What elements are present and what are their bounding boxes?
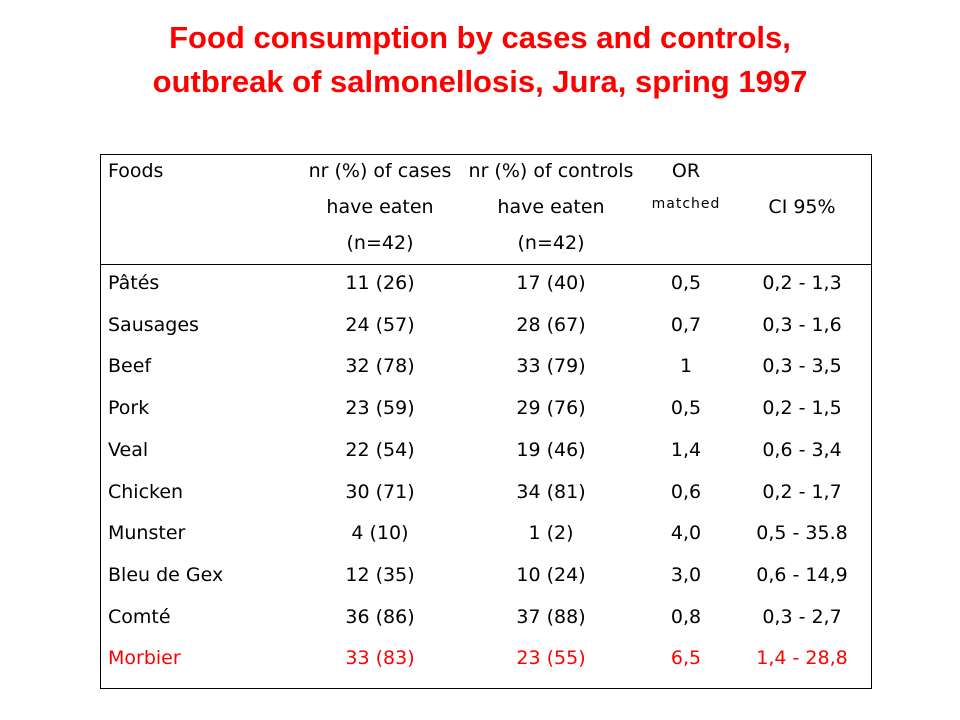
cell-controls: 33 (79) xyxy=(516,355,586,377)
header-cases-line3: (n=42) xyxy=(346,232,414,254)
cell-food: Chicken xyxy=(108,481,184,503)
header-or: OR xyxy=(671,160,701,182)
header-cases-line2: have eaten xyxy=(326,196,434,218)
header-cases-line1: nr (%) of cases xyxy=(308,160,452,182)
cell-food: Sausages xyxy=(108,314,199,336)
cell-ci: 0,6 - 3,4 xyxy=(762,439,842,461)
cell-odds-ratio: 0,5 xyxy=(670,272,702,294)
table-bottom-rule xyxy=(100,688,872,689)
cell-cases: 33 (83) xyxy=(345,647,415,669)
cell-odds-ratio: 6,5 xyxy=(670,647,702,669)
cell-ci: 0,2 - 1,7 xyxy=(762,481,842,503)
cell-cases: 24 (57) xyxy=(345,314,415,336)
cell-controls: 28 (67) xyxy=(516,314,586,336)
header-controls-line3: (n=42) xyxy=(517,232,585,254)
cell-food: Comté xyxy=(108,606,171,628)
cell-ci: 0,3 - 3,5 xyxy=(762,355,842,377)
header-controls-line2: have eaten xyxy=(497,196,605,218)
cell-controls: 19 (46) xyxy=(516,439,586,461)
cell-controls: 1 (2) xyxy=(528,522,574,544)
cell-ci: 0,2 - 1,3 xyxy=(762,272,842,294)
cell-ci: 0,2 - 1,5 xyxy=(762,397,842,419)
cell-odds-ratio: 0,8 xyxy=(670,606,702,628)
cell-cases: 22 (54) xyxy=(345,439,415,461)
cell-ci: 0,3 - 1,6 xyxy=(762,314,842,336)
cell-odds-ratio: 4,0 xyxy=(670,522,702,544)
header-controls-line1: nr (%) of controls xyxy=(468,160,634,182)
cell-ci: 1,4 - 28,8 xyxy=(756,647,848,669)
cell-cases: 30 (71) xyxy=(345,481,415,503)
title-line-2: outbreak of salmonellosis, Jura, spring … xyxy=(152,64,808,99)
table-right-border xyxy=(871,154,872,689)
table-left-border xyxy=(100,154,101,689)
cell-cases: 36 (86) xyxy=(345,606,415,628)
table-top-rule xyxy=(100,154,872,155)
cell-odds-ratio: 1 xyxy=(679,355,693,377)
cell-odds-ratio: 0,6 xyxy=(670,481,702,503)
header-foods: Foods xyxy=(108,160,164,182)
header-or-matched: matched xyxy=(651,196,721,212)
cell-controls: 34 (81) xyxy=(516,481,586,503)
cell-ci: 0,5 - 35.8 xyxy=(756,522,848,544)
title-line-1: Food consumption by cases and controls, xyxy=(169,20,791,55)
cell-food: Morbier xyxy=(108,647,181,669)
cell-food: Veal xyxy=(108,439,149,461)
cell-ci: 0,6 - 14,9 xyxy=(756,564,848,586)
cell-controls: 10 (24) xyxy=(516,564,586,586)
cell-odds-ratio: 3,0 xyxy=(670,564,702,586)
cell-controls: 17 (40) xyxy=(516,272,586,294)
slide-title: Food consumption by cases and controls, … xyxy=(0,16,960,104)
cell-food: Beef xyxy=(108,355,152,377)
cell-odds-ratio: 0,5 xyxy=(670,397,702,419)
cell-cases: 4 (10) xyxy=(351,522,409,544)
header-separator-rule xyxy=(100,264,872,265)
cell-food: Munster xyxy=(108,522,186,544)
cell-food: Bleu de Gex xyxy=(108,564,224,586)
cell-odds-ratio: 1,4 xyxy=(670,439,702,461)
cell-food: Pâtés xyxy=(108,272,160,294)
cell-cases: 11 (26) xyxy=(345,272,415,294)
cell-odds-ratio: 0,7 xyxy=(670,314,702,336)
cell-controls: 29 (76) xyxy=(516,397,586,419)
cell-controls: 37 (88) xyxy=(516,606,586,628)
cell-cases: 23 (59) xyxy=(345,397,415,419)
cell-cases: 32 (78) xyxy=(345,355,415,377)
cell-cases: 12 (35) xyxy=(345,564,415,586)
food-consumption-table: Foods nr (%) of cases have eaten (n=42) … xyxy=(100,154,872,689)
header-ci: CI 95% xyxy=(768,196,836,218)
cell-ci: 0,3 - 2,7 xyxy=(762,606,842,628)
cell-food: Pork xyxy=(108,397,150,419)
cell-controls: 23 (55) xyxy=(516,647,586,669)
